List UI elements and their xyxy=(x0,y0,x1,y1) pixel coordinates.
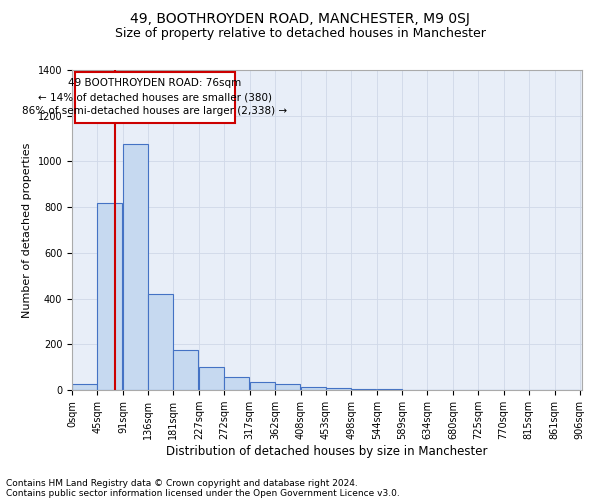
Bar xyxy=(250,382,275,390)
Text: 49 BOOTHROYDEN ROAD: 76sqm
← 14% of detached houses are smaller (380)
86% of sem: 49 BOOTHROYDEN ROAD: 76sqm ← 14% of deta… xyxy=(22,78,287,116)
Bar xyxy=(199,367,224,390)
Text: Contains HM Land Registry data © Crown copyright and database right 2024.: Contains HM Land Registry data © Crown c… xyxy=(6,478,358,488)
Y-axis label: Number of detached properties: Number of detached properties xyxy=(22,142,32,318)
Text: Contains public sector information licensed under the Open Government Licence v3: Contains public sector information licen… xyxy=(6,488,400,498)
Text: Size of property relative to detached houses in Manchester: Size of property relative to detached ho… xyxy=(115,28,485,40)
Bar xyxy=(173,350,199,390)
X-axis label: Distribution of detached houses by size in Manchester: Distribution of detached houses by size … xyxy=(166,445,488,458)
FancyBboxPatch shape xyxy=(75,72,235,122)
Bar xyxy=(301,386,326,390)
Bar xyxy=(275,384,300,390)
Text: 49, BOOTHROYDEN ROAD, MANCHESTER, M9 0SJ: 49, BOOTHROYDEN ROAD, MANCHESTER, M9 0SJ xyxy=(130,12,470,26)
Bar xyxy=(148,294,173,390)
Bar xyxy=(326,388,351,390)
Bar xyxy=(351,389,376,390)
Bar xyxy=(97,202,122,390)
Bar xyxy=(123,144,148,390)
Bar xyxy=(72,384,97,390)
Bar xyxy=(224,378,250,390)
